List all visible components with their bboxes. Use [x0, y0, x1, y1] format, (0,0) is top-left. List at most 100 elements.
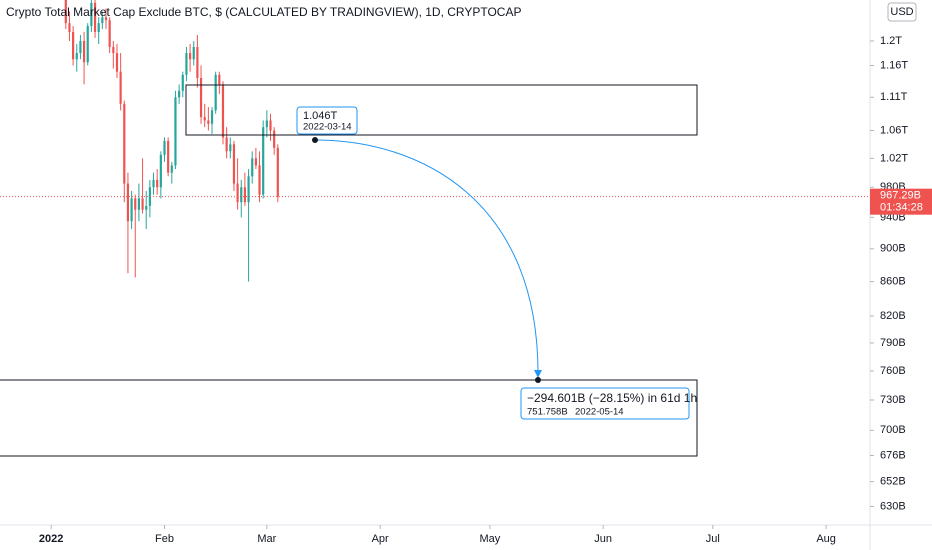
candle-body — [72, 31, 75, 60]
anchor-point — [312, 137, 318, 143]
y-tick-label: 1.06T — [880, 124, 908, 136]
candle-body — [196, 46, 199, 79]
candle-body — [123, 103, 126, 184]
rectangle-drawing — [0, 379, 698, 457]
y-tick-label: 700B — [880, 424, 906, 436]
candle-body — [90, 2, 93, 27]
candle-body — [79, 40, 82, 54]
candle-body — [229, 144, 232, 152]
candle-body — [178, 90, 181, 98]
anchor-point — [535, 377, 541, 383]
x-tick-label: May — [479, 533, 500, 545]
candle-body — [148, 187, 151, 206]
x-tick-label: Jul — [706, 533, 720, 545]
candle-body — [93, 2, 97, 32]
candle-body — [236, 183, 239, 203]
candle-body — [152, 179, 155, 188]
candle-body — [262, 127, 265, 195]
candle-body — [137, 198, 141, 210]
candle-body — [104, 17, 108, 21]
annotation-price: 751.758B — [527, 407, 568, 418]
candle-body — [145, 205, 148, 210]
currency-badge[interactable] — [887, 2, 917, 22]
candle-body — [126, 183, 130, 222]
annotation-box — [296, 106, 358, 135]
candle-body — [115, 53, 119, 72]
last-price-tag — [870, 188, 932, 215]
candle-body — [243, 187, 247, 203]
arrow-head — [534, 370, 542, 378]
y-tick-label: 1.2T — [880, 35, 902, 47]
annotation-box — [520, 387, 690, 420]
candle-body — [141, 198, 144, 210]
candle-body — [203, 117, 206, 121]
candle-body — [86, 26, 89, 63]
candle-body — [247, 176, 250, 203]
candle-body — [269, 120, 272, 131]
candle-body — [163, 140, 166, 155]
candle-body — [254, 158, 257, 166]
candle-body — [199, 78, 203, 118]
y-tick-label: 790B — [880, 337, 906, 349]
candle-body — [82, 40, 86, 63]
candle-body — [225, 137, 228, 152]
countdown-label: 01:34:28 — [880, 202, 923, 214]
candle-body — [181, 74, 184, 91]
y-tick-label: 676B — [880, 449, 906, 461]
time-axis-panel — [0, 525, 932, 550]
x-tick-label: 2022 — [39, 533, 63, 545]
currency-label[interactable]: USD — [890, 6, 913, 18]
candle-body — [167, 140, 170, 173]
candle-body — [240, 187, 243, 203]
candle-body — [251, 158, 254, 177]
candle-body — [188, 53, 192, 60]
candle-body — [214, 74, 217, 111]
candle-body — [108, 20, 111, 47]
y-tick-label: 730B — [880, 394, 906, 406]
plot-area — [0, 0, 870, 282]
y-tick-label: 820B — [880, 310, 906, 322]
candle-body — [221, 84, 225, 138]
candle-body — [174, 97, 177, 166]
y-tick-label: 1.16T — [880, 59, 908, 71]
y-tick-label: 900B — [880, 243, 906, 255]
candle-body — [119, 71, 122, 104]
price-axis-panel — [870, 0, 932, 550]
candle-body — [218, 74, 221, 85]
candle-body — [130, 198, 133, 222]
chart-title: Crypto Total Market Cap Exclude BTC, $ (… — [6, 5, 521, 19]
candle-body — [258, 165, 261, 195]
candle-body — [192, 46, 195, 60]
annotation-date: 2022-05-14 — [575, 407, 624, 418]
candle-body — [75, 53, 78, 60]
candle-body — [185, 53, 188, 75]
candle-body — [276, 147, 279, 197]
y-tick-label: 1.11T — [880, 91, 908, 103]
x-tick-label: Feb — [155, 533, 174, 545]
annotation-date: 2022-03-14 — [303, 122, 352, 133]
candle-body — [112, 46, 115, 54]
x-tick-label: Aug — [816, 533, 836, 545]
candle-body — [68, 23, 71, 32]
annotation-change: −294.601B (−28.15%) in 61d 1h — [527, 391, 697, 405]
candle-body — [156, 179, 159, 188]
candle-body — [170, 165, 173, 173]
candle-body — [101, 17, 104, 24]
annotation-price: 1.046T — [303, 110, 338, 122]
y-tick-label: 860B — [880, 276, 906, 288]
x-tick-label: Mar — [257, 533, 276, 545]
arc-arrow — [314, 139, 539, 379]
y-tick-label: 652B — [880, 476, 906, 488]
candle-body — [265, 120, 268, 128]
x-tick-label: Jun — [594, 533, 612, 545]
candle-body — [159, 154, 162, 188]
y-tick-label: 760B — [880, 365, 906, 377]
candle-body — [64, 0, 67, 24]
rectangle-drawing — [185, 84, 698, 136]
y-tick-label: 630B — [880, 500, 906, 512]
candle-body — [134, 198, 137, 210]
axes: 1.2T1.16T1.11T1.06T1.02T980B940B900B860B… — [39, 35, 932, 545]
x-tick-label: Apr — [372, 533, 389, 545]
